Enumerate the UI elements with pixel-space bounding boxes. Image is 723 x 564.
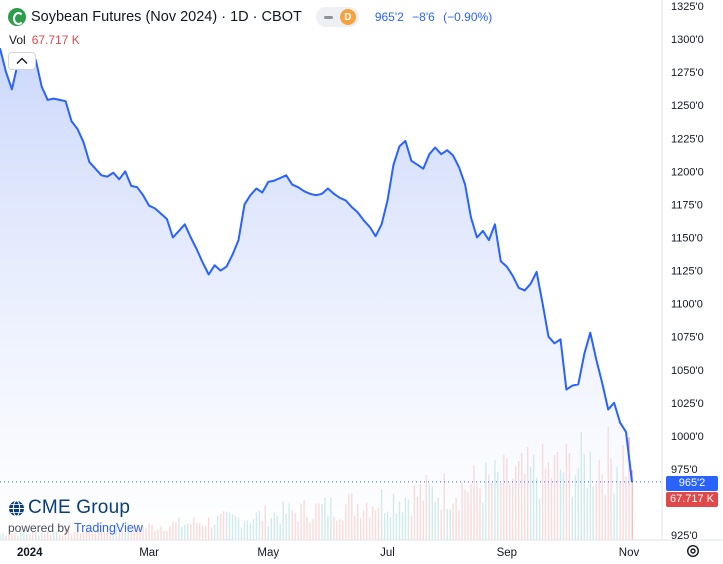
last-price: 965'2 — [374, 10, 404, 24]
soybean-icon[interactable] — [8, 8, 26, 26]
quote-values: 965'2 −8'6 (−0.90%) — [375, 10, 497, 24]
exchange-label: CBOT — [261, 9, 302, 25]
y-tick-label: 1300'0 — [671, 34, 704, 46]
y-axis[interactable]: 1325'0 1300'0 1275'0 1250'0 1225'0 1200'0 1175… — [671, 1, 704, 542]
x-axis[interactable]: 2024 Mar May Jul Sep Nov — [17, 547, 639, 559]
delayed-data-badge[interactable]: D — [339, 9, 356, 25]
price-line — [0, 48, 633, 483]
x-tick-label: 2024 — [17, 547, 43, 559]
market-closed-icon — [323, 15, 333, 19]
y-tick-label: 1100'0 — [671, 299, 703, 311]
price-change-percent: (−0.90%) — [443, 10, 493, 24]
x-tick-label: Nov — [619, 547, 640, 559]
gear-icon[interactable] — [685, 543, 701, 559]
y-tick-label: 1050'0 — [671, 365, 704, 377]
x-tick-label: May — [257, 547, 279, 559]
y-tick-label: 1225'0 — [671, 133, 704, 145]
y-tick-label: 1025'0 — [671, 398, 704, 410]
y-tick-label: 1000'0 — [671, 431, 704, 443]
x-tick-label: Jul — [380, 547, 395, 559]
volume-value: 67.717 K — [31, 33, 80, 47]
last-price-tag: 965'2 — [666, 476, 718, 491]
price-area — [0, 48, 632, 541]
volume-tag: 67.717 K — [666, 492, 718, 507]
cme-logo-text: CME Group — [28, 497, 131, 518]
y-tick-label: 1325'0 — [671, 1, 704, 13]
interval-label[interactable]: 1D — [230, 9, 249, 25]
x-tick-label: Mar — [139, 547, 159, 559]
market-status-pill[interactable]: D — [315, 7, 359, 27]
y-tick-label: 975'0 — [671, 464, 698, 476]
x-tick-label: Sep — [497, 547, 517, 559]
y-tick-label: 1175'0 — [671, 199, 703, 211]
y-tick-label: 925'0 — [671, 530, 698, 542]
y-tick-label: 1250'0 — [671, 100, 704, 112]
legend-separator: · — [252, 9, 258, 25]
volume-legend: Vol 67.717 K — [9, 33, 80, 47]
tradingview-link[interactable]: TradingView — [74, 521, 143, 535]
y-tick-label: 1125'0 — [671, 266, 703, 278]
y-tick-label: 1075'0 — [671, 332, 704, 344]
collapse-legend-button[interactable] — [8, 52, 36, 70]
volume-label[interactable]: Vol — [9, 33, 26, 47]
chevron-up-icon — [16, 57, 28, 64]
legend-separator: · — [221, 9, 227, 25]
powered-by[interactable]: powered by TradingView — [8, 521, 143, 535]
powered-by-label: powered by — [8, 521, 71, 535]
symbol-legend: Soybean Futures (Nov 2024) · 1D · CBOT D… — [8, 7, 497, 27]
y-tick-label: 1200'0 — [671, 166, 704, 178]
price-change: −8'6 — [412, 10, 435, 24]
cme-branding[interactable]: CME Group powered by TradingView — [8, 497, 143, 535]
y-tick-label: 1275'0 — [671, 67, 704, 79]
symbol-title[interactable]: Soybean Futures (Nov 2024) — [31, 9, 218, 25]
y-tick-label: 1150'0 — [671, 233, 703, 245]
globe-icon — [9, 500, 24, 516]
